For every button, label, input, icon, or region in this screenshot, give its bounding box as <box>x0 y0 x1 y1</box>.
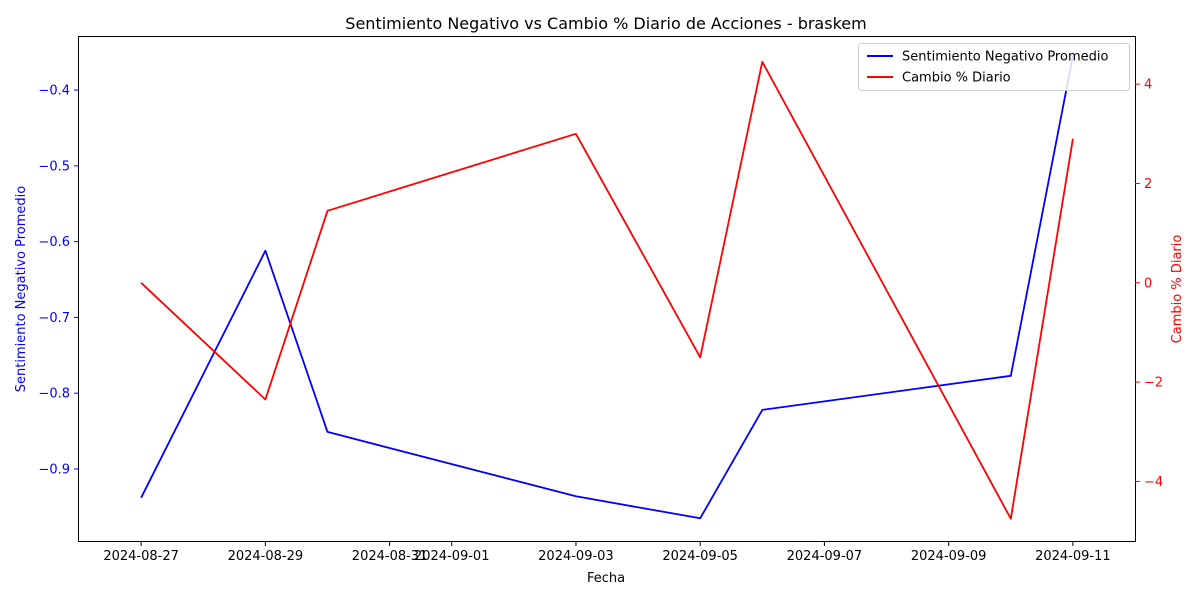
left-y-axis: −0.9 −0.8 −0.7 −0.6 −0.5 −0.4 <box>38 84 79 478</box>
legend: Sentimiento Negativo Promedio Cambio % D… <box>858 43 1130 91</box>
right-tick-label: 4 <box>1144 78 1152 93</box>
series-line-cambio <box>140 60 1074 520</box>
left-tick-label: −0.4 <box>38 84 70 99</box>
left-tick-label: −0.7 <box>38 311 70 326</box>
x-tick-label: 2024-09-11 <box>1035 549 1111 564</box>
series-line-sentimiento <box>140 55 1074 520</box>
x-tick-label: 2024-09-09 <box>911 549 987 564</box>
left-tick-label: −0.6 <box>38 235 70 250</box>
x-tick-label: 2024-08-31 <box>352 549 428 564</box>
left-tick-label: −0.5 <box>38 159 70 174</box>
right-tick-label: −4 <box>1144 475 1163 490</box>
legend-label-sentimiento: Sentimiento Negativo Promedio <box>902 50 1108 65</box>
x-tick-label: 2024-09-03 <box>538 549 614 564</box>
series-layer <box>140 55 1074 520</box>
x-tick-label: 2024-09-07 <box>787 549 863 564</box>
plot-area <box>78 36 1136 542</box>
left-axis-label: Sentimiento Negativo Promedio <box>14 186 29 392</box>
legend-label-cambio: Cambio % Diario <box>902 71 1011 86</box>
x-axis-label: Fecha <box>587 571 625 586</box>
right-tick-label: −2 <box>1144 376 1163 391</box>
chart-title: Sentimiento Negativo vs Cambio % Diario … <box>345 14 866 33</box>
right-tick-label: 2 <box>1144 177 1152 192</box>
right-axis-label: Cambio % Diario <box>1170 235 1185 344</box>
right-tick-label: 0 <box>1144 276 1152 291</box>
x-tick-label: 2024-09-01 <box>414 549 490 564</box>
legend-box <box>858 43 1130 91</box>
x-axis: 2024-08-27 2024-08-29 2024-08-312024-09-01… <box>103 541 1111 564</box>
left-tick-label: −0.8 <box>38 387 70 402</box>
x-tick-label: 2024-08-27 <box>103 549 179 564</box>
left-tick-label: −0.9 <box>38 463 70 478</box>
x-tick-label: 2024-09-05 <box>662 549 738 564</box>
right-y-axis: −4 −2 0 2 4 <box>1135 78 1163 490</box>
x-tick-label: 2024-08-29 <box>228 549 304 564</box>
